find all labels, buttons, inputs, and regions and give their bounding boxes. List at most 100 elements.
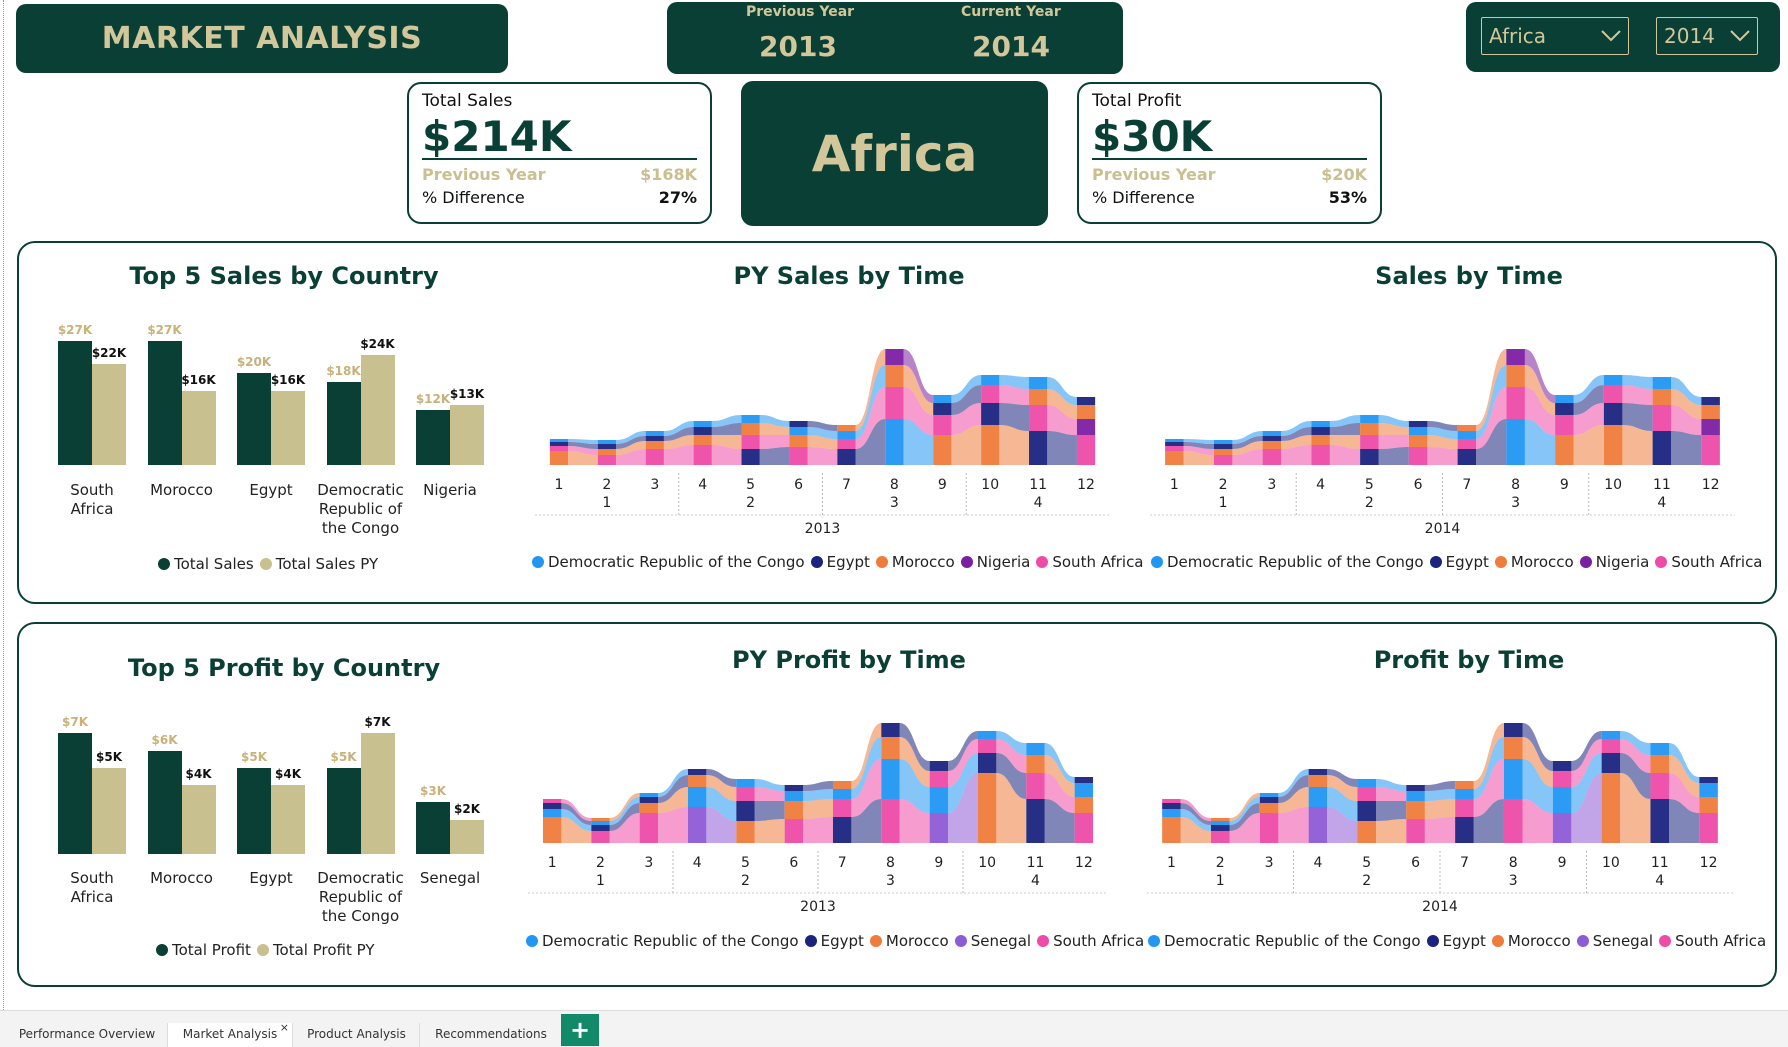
- stream-segment[interactable]: [1357, 801, 1377, 821]
- stream-segment[interactable]: [1360, 449, 1379, 465]
- stream-segment[interactable]: [933, 403, 952, 415]
- stream-segment[interactable]: [542, 799, 562, 803]
- legend-item[interactable]: Total Sales PY: [259, 555, 378, 573]
- stream-segment[interactable]: [1360, 423, 1379, 435]
- stream-segment[interactable]: [784, 791, 804, 801]
- stream-segment[interactable]: [687, 769, 707, 775]
- bar-current[interactable]: [416, 802, 450, 854]
- stream-segment[interactable]: [977, 753, 997, 773]
- stream-segment[interactable]: [1165, 446, 1184, 451]
- stream-segment[interactable]: [1406, 791, 1425, 801]
- stream-segment[interactable]: [597, 444, 616, 449]
- stream-segment[interactable]: [549, 446, 569, 451]
- stream-segment[interactable]: [837, 431, 856, 439]
- stream-segment[interactable]: [1555, 403, 1574, 415]
- stream-segment[interactable]: [597, 440, 616, 444]
- stream-segment[interactable]: [1503, 723, 1523, 737]
- stream-segment[interactable]: [693, 427, 712, 435]
- stream-segment[interactable]: [1360, 435, 1379, 449]
- legend-item[interactable]: South Africa: [1037, 932, 1144, 950]
- stream-segment[interactable]: [1506, 419, 1525, 465]
- legend-item[interactable]: Egypt: [804, 932, 864, 950]
- stream-segment[interactable]: [687, 787, 707, 807]
- bar-current[interactable]: [58, 340, 92, 465]
- stream-segment[interactable]: [1408, 421, 1428, 427]
- stream-segment[interactable]: [1603, 375, 1623, 385]
- bar-previous-year[interactable]: [181, 785, 216, 854]
- stream-segment[interactable]: [1029, 377, 1048, 389]
- stream-segment[interactable]: [1074, 797, 1094, 813]
- stream-segment[interactable]: [789, 421, 808, 427]
- stream-segment[interactable]: [1026, 799, 1045, 843]
- stream-segment[interactable]: [1213, 455, 1233, 465]
- stream-segment[interactable]: [1210, 818, 1230, 821]
- stream-segment[interactable]: [1506, 387, 1525, 419]
- stream-segment[interactable]: [929, 813, 949, 843]
- stream-segment[interactable]: [1162, 799, 1181, 803]
- stream-segment[interactable]: [789, 447, 808, 465]
- stream-segment[interactable]: [1308, 775, 1328, 787]
- stream-segment[interactable]: [1165, 451, 1184, 465]
- stream-segment[interactable]: [1455, 789, 1474, 799]
- stream-segment[interactable]: [1603, 385, 1623, 403]
- stream-segment[interactable]: [1552, 787, 1572, 813]
- stream-segment[interactable]: [1503, 759, 1523, 799]
- stream-segment[interactable]: [929, 771, 949, 787]
- bar-current[interactable]: [147, 750, 182, 854]
- stream-segment[interactable]: [1259, 813, 1279, 843]
- stream-segment[interactable]: [1701, 405, 1720, 419]
- stream-segment[interactable]: [1076, 397, 1096, 405]
- stream-segment[interactable]: [645, 441, 664, 449]
- tab-market-analysis[interactable]: Market Analysis ×: [167, 1021, 293, 1047]
- stream-segment[interactable]: [1259, 803, 1279, 813]
- legend-item[interactable]: Senegal: [954, 932, 1031, 950]
- stream-segment[interactable]: [591, 831, 610, 843]
- bar-previous-year[interactable]: [450, 405, 484, 465]
- stream-segment[interactable]: [1555, 395, 1574, 403]
- stream-segment[interactable]: [591, 818, 610, 821]
- stream-segment[interactable]: [1408, 427, 1428, 435]
- stream-segment[interactable]: [1210, 821, 1230, 825]
- bar-current[interactable]: [237, 373, 271, 465]
- stream-segment[interactable]: [1406, 801, 1425, 819]
- bar-previous-year[interactable]: [271, 391, 305, 465]
- stream-segment[interactable]: [784, 819, 804, 843]
- bar-current[interactable]: [416, 409, 450, 465]
- stream-segment[interactable]: [1552, 771, 1572, 787]
- add-page-button[interactable]: +: [561, 1014, 599, 1046]
- legend-item[interactable]: Morocco: [1491, 932, 1571, 950]
- stream-segment[interactable]: [1162, 803, 1181, 809]
- stream-segment[interactable]: [1601, 739, 1621, 753]
- stream-segment[interactable]: [789, 435, 808, 447]
- stream-segment[interactable]: [1652, 377, 1672, 389]
- stream-segment[interactable]: [687, 775, 707, 787]
- bar-current[interactable]: [326, 382, 361, 465]
- stream-segment[interactable]: [1357, 779, 1377, 787]
- stream-segment[interactable]: [1262, 441, 1282, 449]
- stream-segment[interactable]: [687, 807, 707, 843]
- stream-segment[interactable]: [837, 449, 856, 465]
- stream-segment[interactable]: [741, 449, 760, 465]
- stream-segment[interactable]: [639, 793, 659, 797]
- bar-current[interactable]: [147, 340, 182, 465]
- bar-previous-year[interactable]: [360, 354, 395, 465]
- bar-current[interactable]: [326, 767, 361, 854]
- stream-segment[interactable]: [832, 781, 852, 789]
- stream-segment[interactable]: [789, 427, 808, 435]
- bar-previous-year[interactable]: [360, 733, 395, 854]
- stream-segment[interactable]: [977, 773, 997, 843]
- stream-segment[interactable]: [1555, 415, 1574, 435]
- stream-segment[interactable]: [784, 785, 804, 791]
- stream-segment[interactable]: [645, 449, 664, 465]
- stream-segment[interactable]: [1213, 449, 1233, 455]
- stream-segment[interactable]: [1259, 793, 1279, 797]
- stream-segment[interactable]: [1603, 403, 1623, 425]
- stream-segment[interactable]: [1455, 781, 1474, 789]
- stream-segment[interactable]: [929, 787, 949, 813]
- stream-segment[interactable]: [1308, 769, 1328, 775]
- stream-segment[interactable]: [1029, 389, 1048, 405]
- stream-segment[interactable]: [1555, 435, 1574, 465]
- stream-segment[interactable]: [1506, 349, 1525, 365]
- stream-segment[interactable]: [1699, 783, 1718, 797]
- bar-current[interactable]: [58, 733, 92, 854]
